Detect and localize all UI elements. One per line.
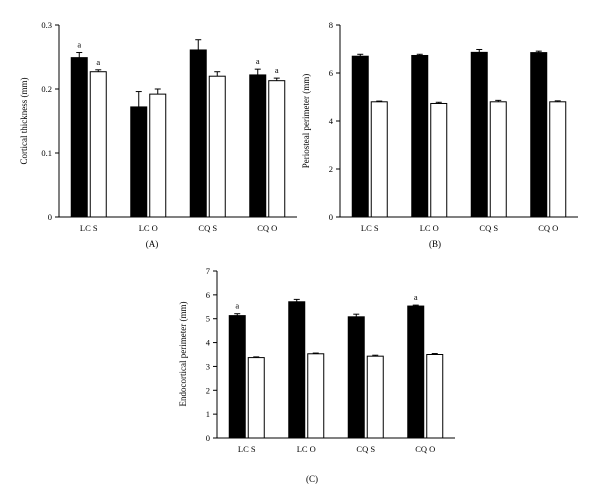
panel-a-bar-filled-4 [249,74,267,218]
panel-c-bar-open-2 [307,353,325,439]
panel-a-label: (A) [146,239,159,249]
panel-a-annotation: a [256,56,260,66]
panel-c-y-tick-label: 3 [206,361,210,371]
panel-c-bar-open-4 [426,354,444,439]
panel-a-category-label: CQ S [198,223,217,233]
panel-b-bar-open-1 [370,101,388,218]
panel-a-annotation: a [275,65,279,75]
panel-b-bar-filled-4 [530,52,548,218]
panel-b-y-tick-label: 8 [329,20,333,30]
panel-a-y-tick-label: 0.2 [41,84,52,94]
panel-c-y-tick-label: 4 [206,338,211,348]
panel-a-annotation: a [96,57,100,67]
panel-a-bar-filled-1 [70,57,88,218]
panel-b-ylabel: Periosteal perimeter (mm) [301,74,311,168]
panel-c-ylabel: Endocortical perimeter (mm) [178,302,188,407]
panel-c-annotation: a [235,301,239,311]
panel-c-annotation: a [414,292,418,302]
panel-b-category-label: CQ O [538,223,558,233]
panel-b-y-tick-label: 6 [329,68,333,78]
panel-b: Periosteal perimeter (mm) 0 2 4 6 8 LC S LC O C… [301,20,578,249]
panel-c-bar-filled-4 [407,305,425,439]
panel-a-ylabel: Cortical thickness (mm) [19,78,29,165]
panel-c-plot: 0 1 2 3 4 5 6 7 LC S LC O CQ S CQ O a a [206,266,455,454]
panel-c-bar-filled-3 [347,316,365,439]
panel-b-label: (B) [429,239,441,249]
panel-c: Endocortical perimeter (mm) 0 1 2 3 4 5 6 7 LC S… [178,266,455,484]
panel-c-category-label: LC S [238,444,256,454]
panel-b-plot: 0 2 4 6 8 LC S LC O CQ S CQ O [329,20,578,233]
panel-b-bar-open-2 [430,102,448,218]
panel-c-y-tick-label: 0 [206,433,210,443]
panel-a-annotation: a [77,40,81,50]
panel-a-y-tick-label: 0.1 [41,148,52,158]
panel-b-bar-filled-3 [470,51,488,218]
panel-c-bar-filled-2 [288,301,306,439]
panel-a-bar-open-4 [268,80,286,218]
panel-c-bar-open-1 [247,357,265,439]
panel-c-y-tick-label: 2 [206,385,210,395]
panel-b-y-tick-label: 0 [329,212,333,222]
panel-a-bar-open-1 [89,71,107,218]
panel-c-y-tick-label: 5 [206,314,210,324]
panel-c-category-label: CQ O [415,444,435,454]
panel-a-bar-filled-2 [130,106,148,218]
panel-b-bar-filled-2 [411,54,429,218]
panel-b-y-tick-label: 2 [329,164,333,174]
panel-c-category-label: CQ S [356,444,375,454]
panel-a-plot: 0 0.1 0.2 0.3 LC S LC O CQ S CQ O a a a a [41,20,297,233]
panel-b-category-label: LC S [361,223,379,233]
panel-c-y-tick-label: 1 [206,409,210,419]
panel-b-category-label: CQ S [479,223,498,233]
panel-a-bar-open-3 [208,75,226,218]
panel-a: Cortical thickness (mm) 0 0.1 0.2 0.3 LC S LC… [19,20,297,249]
panel-a-y-tick-label: 0 [48,212,52,222]
panel-b-bar-open-4 [549,101,567,218]
panel-c-category-label: LC O [297,444,316,454]
panel-b-y-tick-label: 4 [329,116,334,126]
panel-a-bar-filled-3 [189,49,207,218]
panel-a-category-label: CQ O [257,223,277,233]
panel-b-bar-open-3 [489,101,507,218]
panel-a-bar-open-2 [149,93,167,218]
panel-c-bar-filled-1 [228,315,246,439]
panel-b-bar-filled-1 [351,55,369,218]
panel-c-y-tick-label: 7 [206,266,210,276]
panel-c-label: (C) [306,474,318,484]
panel-a-y-tick-label: 0.3 [41,20,52,30]
panel-b-category-label: LC O [420,223,439,233]
panel-c-bar-open-3 [366,355,384,439]
panel-a-category-label: LC O [139,223,158,233]
panel-c-y-tick-label: 6 [206,290,210,300]
panel-a-category-label: LC S [80,223,98,233]
